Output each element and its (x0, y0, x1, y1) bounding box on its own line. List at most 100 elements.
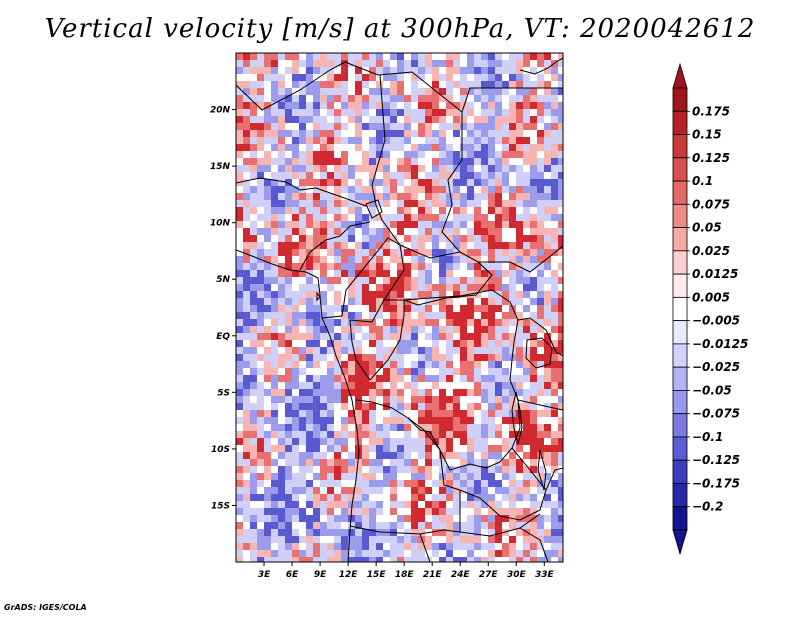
field-cell (299, 459, 307, 467)
field-cell (383, 487, 391, 495)
field-cell (264, 95, 272, 103)
field-cell (306, 144, 314, 152)
field-cell (432, 333, 440, 341)
field-cell (537, 74, 545, 82)
field-cell (278, 193, 286, 201)
field-cell (355, 354, 363, 362)
field-cell (320, 501, 328, 509)
field-cell (551, 312, 559, 320)
field-cell (523, 95, 531, 103)
field-cell (278, 438, 286, 446)
field-cell (362, 354, 370, 362)
field-cell (299, 487, 307, 495)
field-cell (481, 242, 489, 250)
field-cell (502, 305, 510, 313)
field-cell (425, 242, 433, 250)
field-cell (334, 543, 342, 551)
field-cell (551, 151, 559, 159)
x-tick-label: 21E (423, 570, 443, 580)
field-cell (397, 480, 405, 488)
field-cell (292, 396, 300, 404)
field-cell (551, 74, 559, 82)
field-cell (474, 312, 482, 320)
field-cell (355, 165, 363, 173)
field-cell (383, 452, 391, 460)
field-cell (432, 389, 440, 397)
field-cell (404, 403, 412, 411)
field-cell (285, 480, 293, 488)
field-cell (306, 221, 314, 229)
field-cell (460, 368, 468, 376)
field-cell (453, 382, 461, 390)
field-cell (278, 536, 286, 544)
field-cell (467, 130, 475, 138)
field-cell (523, 375, 531, 383)
field-cell (397, 452, 405, 460)
field-cell (530, 557, 538, 562)
field-cell (299, 333, 307, 341)
field-cell (537, 466, 545, 474)
field-cell (530, 53, 538, 61)
field-cell (376, 494, 384, 502)
field-cell (292, 305, 300, 313)
field-cell (264, 403, 272, 411)
field-cell (418, 95, 426, 103)
field-cell (467, 53, 475, 61)
field-cell (502, 354, 510, 362)
field-cell (530, 67, 538, 75)
field-cell (376, 459, 384, 467)
field-cell (369, 256, 377, 264)
field-cell (369, 165, 377, 173)
field-cell (348, 249, 356, 257)
field-cell (327, 137, 335, 145)
field-cell (243, 130, 251, 138)
field-cell (243, 60, 251, 68)
field-cell (425, 144, 433, 152)
field-cell (439, 200, 447, 208)
field-cell (383, 270, 391, 278)
field-cell (404, 529, 412, 537)
field-cell (418, 277, 426, 285)
field-cell (404, 207, 412, 215)
field-cell (362, 522, 370, 530)
field-cell (516, 158, 524, 166)
field-cell (306, 508, 314, 516)
field-cell (341, 361, 349, 369)
field-cell (355, 424, 363, 432)
field-cell (355, 193, 363, 201)
field-cell (243, 550, 251, 558)
y-tick-label: 20N (210, 106, 231, 116)
field-cell (292, 424, 300, 432)
field-cell (474, 95, 482, 103)
field-cell (383, 123, 391, 131)
field-cell (313, 333, 321, 341)
field-cell (355, 116, 363, 124)
field-cell (376, 375, 384, 383)
field-cell (418, 249, 426, 257)
field-cell (397, 165, 405, 173)
field-cell (376, 186, 384, 194)
field-cell (369, 242, 377, 250)
field-cell (502, 459, 510, 467)
field-cell (411, 221, 419, 229)
field-cell (341, 431, 349, 439)
field-cell (446, 221, 454, 229)
field-cell (306, 501, 314, 509)
field-cell (502, 487, 510, 495)
field-cell (348, 116, 356, 124)
field-cell (320, 494, 328, 502)
field-cell (285, 214, 293, 222)
field-cell (257, 67, 265, 75)
field-cell (474, 123, 482, 131)
field-cell (320, 515, 328, 523)
field-cell (334, 123, 342, 131)
field-cell (376, 361, 384, 369)
field-cell (418, 319, 426, 327)
field-cell (390, 242, 398, 250)
field-cell (243, 242, 251, 250)
field-cell (530, 354, 538, 362)
field-cell (348, 291, 356, 299)
field-cell (446, 88, 454, 96)
field-cell (250, 249, 258, 257)
field-cell (369, 501, 377, 509)
